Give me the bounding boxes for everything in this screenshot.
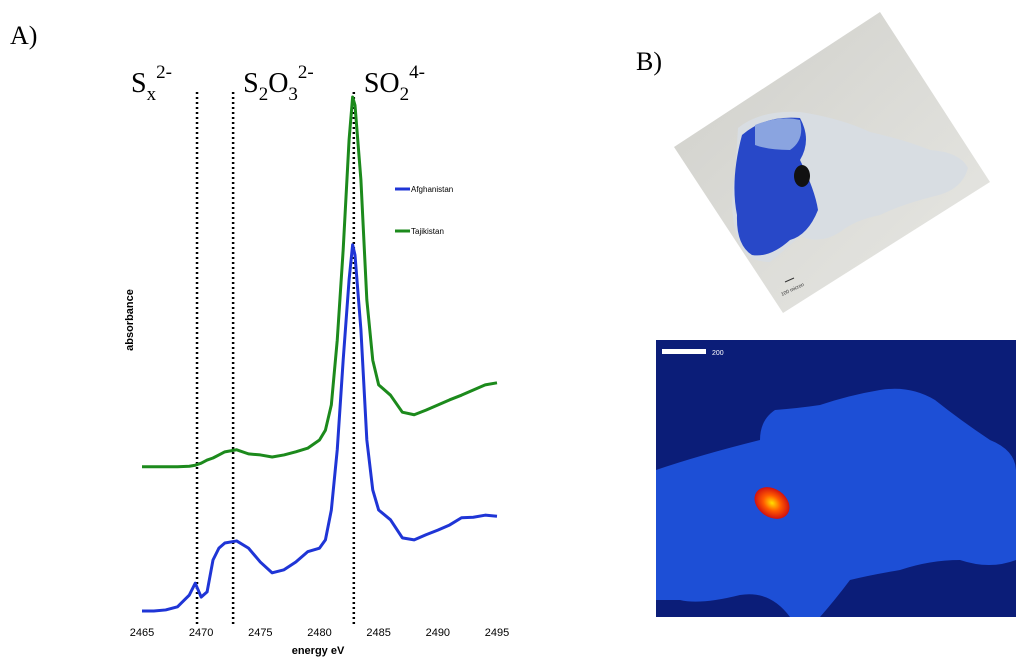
annotation-part: SO [364,68,400,99]
x-tick-label: 2465 [130,627,154,639]
panel-label: A) [10,21,37,50]
x-tick-label: 2470 [189,627,213,639]
annotation: Sx2- [131,62,172,105]
annotation: SO24- [364,62,425,105]
x-axis-label: energy eV [292,645,345,657]
annotation-part: S [243,68,259,99]
annotation-part: 2- [156,62,172,83]
xrf-map: 200 [656,340,1016,617]
x-tick-label: 2480 [307,627,331,639]
annotation: S2O32- [243,62,314,105]
series-line [142,95,498,469]
legend-label: Tajikistan [411,227,444,236]
scale-label: 200 [712,350,724,357]
x-tick-label: 2485 [366,627,390,639]
annotation-part: 2 [400,84,410,105]
annotation-part: S [131,68,147,99]
annotation-part: 2- [298,62,314,83]
annotation-part: x [147,84,157,105]
annotation-part: 2 [259,84,269,105]
x-tick-label: 2475 [248,627,272,639]
panel-label: B) [636,47,662,76]
series-line [142,243,498,613]
y-axis-label: absorbance [124,289,136,351]
x-tick-label: 2495 [485,627,509,639]
annotation-part: 4- [409,62,425,83]
sample-photo: 100 micron [674,12,990,313]
legend-label: Afghanistan [411,185,453,194]
annotation-part: 3 [288,84,298,105]
x-tick-label: 2490 [426,627,450,639]
annotation-part: O [268,68,288,99]
